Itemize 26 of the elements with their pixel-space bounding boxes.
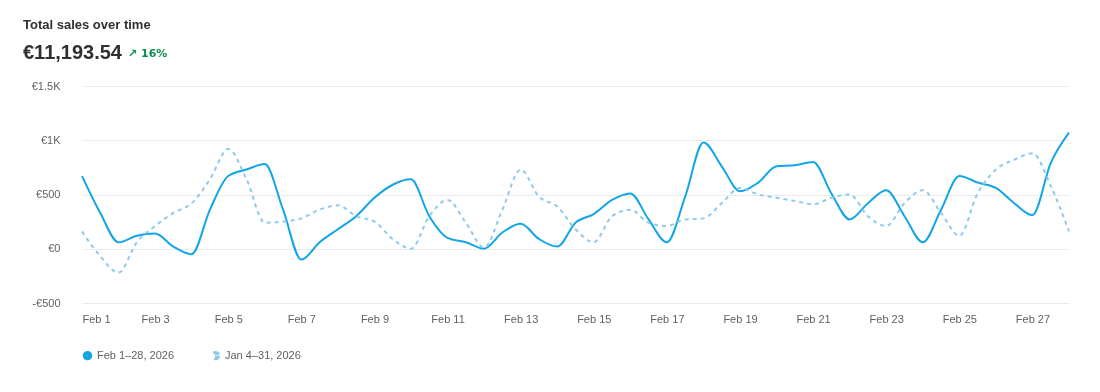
x-tick-label: Feb 11 (431, 312, 465, 325)
x-tick-label: Feb 13 (504, 312, 539, 325)
legend-label: Jan 4–31, 2026 (225, 348, 301, 361)
x-tick-label: Feb 3 (141, 312, 170, 325)
x-tick-label: Feb 25 (942, 312, 977, 325)
x-tick-label: Feb 17 (650, 312, 685, 325)
text: ↗ 16% (128, 47, 168, 60)
x-tick-label: Feb 27 (1015, 312, 1051, 325)
line-series (81, 131, 1070, 261)
x-tick-label: Feb 5 (214, 312, 243, 325)
y-tick-label: €1K (40, 133, 62, 146)
x-tick-label: Feb 7 (287, 312, 316, 325)
y-tick-label: €0 (48, 242, 61, 255)
chart-subtitle: €11,193.54 (23, 41, 123, 63)
y-tick-label: -€500 (32, 296, 61, 309)
x-tick-label: Feb 23 (869, 312, 904, 325)
x-tick-label: Feb 21 (796, 312, 831, 325)
chart-title: Total sales over time (23, 17, 151, 32)
legend-label: Feb 1–28, 2026 (97, 348, 175, 361)
line-series (81, 147, 1070, 274)
y-tick-label: €500 (36, 188, 61, 200)
x-tick-label: Feb 1 (82, 312, 111, 325)
x-tick-label: Feb 19 (723, 312, 758, 325)
y-tick-label: €1.5K (31, 79, 62, 92)
x-tick-label: Feb 9 (360, 312, 390, 325)
x-tick-label: Feb 15 (577, 312, 612, 325)
